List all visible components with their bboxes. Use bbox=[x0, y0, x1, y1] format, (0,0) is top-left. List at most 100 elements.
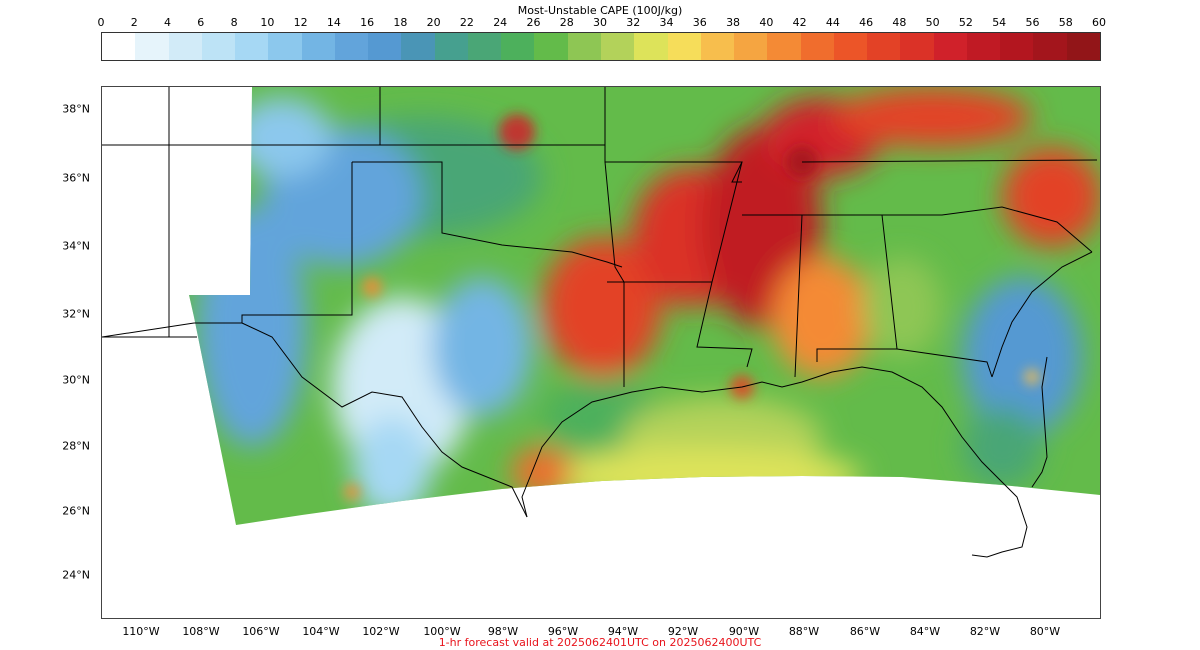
field-region-central-texas bbox=[432, 277, 532, 417]
field-region-colorado bbox=[232, 97, 332, 177]
lat-label: 34°N bbox=[62, 239, 90, 253]
political-boundaries bbox=[102, 87, 1098, 558]
forecast-caption: 1-hr forecast valid at 2025062401UTC on … bbox=[438, 636, 762, 649]
map-panel[interactable] bbox=[101, 86, 1101, 619]
lat-label: 38°N bbox=[62, 102, 90, 116]
field-cell-panhandle bbox=[362, 277, 382, 297]
border-ar-la bbox=[604, 87, 625, 387]
colorbar-tick-label: 52 bbox=[958, 16, 973, 29]
colorbar-tick-label: 22 bbox=[459, 16, 474, 29]
field-region-arklatex bbox=[542, 237, 662, 377]
cape-map bbox=[102, 87, 1100, 558]
colorbar-tick-label: 60 bbox=[1092, 16, 1106, 29]
colorbar-segment bbox=[767, 33, 801, 60]
colorbar-tick-label: 16 bbox=[360, 16, 375, 29]
field-region-virginia bbox=[832, 87, 1032, 147]
colorbar-tick-label: 14 bbox=[326, 16, 341, 29]
colorbar-segment bbox=[401, 33, 435, 60]
colorbar-segment bbox=[966, 33, 1001, 60]
field-region-atlantic bbox=[962, 277, 1082, 437]
colorbar-segment bbox=[501, 33, 535, 60]
colorbar bbox=[101, 32, 1101, 61]
field-region-carolinas bbox=[1002, 147, 1100, 247]
colorbar-segment bbox=[534, 33, 568, 60]
colorbar-tick-labels: 0 2 4 6 8 10 12 14 16 18 20 22 24 26 28 30 32 34 36 38 40 42 4… bbox=[0, 16, 1200, 30]
colorbar-tick-label: 30 bbox=[593, 16, 607, 29]
lon-label: 110°W bbox=[122, 625, 160, 638]
field-region-big-bend bbox=[352, 417, 432, 517]
lat-label: 26°N bbox=[62, 504, 90, 518]
border-nm-tx bbox=[194, 162, 353, 324]
colorbar-tick-label: 44 bbox=[825, 16, 840, 29]
colorbar-segment bbox=[667, 33, 701, 60]
gulf-coastline bbox=[521, 366, 1028, 558]
field-region-gulf bbox=[542, 447, 862, 507]
colorbar-tick-label: 34 bbox=[659, 16, 674, 29]
colorbar-tick-label: 6 bbox=[197, 16, 205, 29]
colorbar-segment bbox=[301, 33, 335, 60]
lon-label: 98°W bbox=[487, 625, 519, 638]
lon-label: 80°W bbox=[1029, 625, 1061, 638]
lat-label: 36°N bbox=[62, 171, 90, 185]
colorbar-tick-label: 18 bbox=[393, 16, 408, 29]
colorbar-tick-label: 36 bbox=[692, 16, 707, 29]
border-tn-ky bbox=[801, 159, 1098, 163]
cape-field bbox=[189, 87, 1100, 525]
colorbar-segment bbox=[600, 33, 635, 60]
colorbar-segment bbox=[900, 33, 934, 60]
colorbar-tick-label: 56 bbox=[1025, 16, 1040, 29]
field-region-new-mexico bbox=[197, 207, 307, 447]
lon-label: 106°W bbox=[242, 625, 280, 638]
lon-label: 90°W bbox=[728, 625, 760, 638]
border-ga-nc-sc bbox=[882, 206, 1093, 253]
field-cell-mexico bbox=[344, 484, 360, 500]
border-ga-fl bbox=[896, 348, 993, 378]
colorbar-tick-label: 42 bbox=[792, 16, 807, 29]
border-ms-river bbox=[696, 161, 753, 368]
colorbar-tick-label: 58 bbox=[1058, 16, 1073, 29]
field-region-texas-coast bbox=[512, 447, 572, 497]
lon-label: 100°W bbox=[423, 625, 461, 638]
colorbar-tick-label: 2 bbox=[130, 16, 138, 29]
colorbar-segment bbox=[102, 33, 136, 60]
field-region-arizona-empty bbox=[189, 137, 202, 237]
colorbar-segment bbox=[201, 33, 236, 60]
lon-label: 94°W bbox=[607, 625, 639, 638]
colorbar-segment bbox=[135, 33, 169, 60]
colorbar-tick-label: 8 bbox=[230, 16, 238, 29]
lon-label: 86°W bbox=[849, 625, 881, 638]
colorbar-segment bbox=[700, 33, 735, 60]
lat-label: 28°N bbox=[62, 439, 90, 453]
colorbar-segment bbox=[867, 33, 901, 60]
colorbar-segment bbox=[567, 33, 601, 60]
colorbar-segment bbox=[434, 33, 468, 60]
lon-label: 84°W bbox=[909, 625, 941, 638]
colorbar-segment bbox=[268, 33, 302, 60]
colorbar-segment bbox=[235, 33, 269, 60]
lon-label: 108°W bbox=[182, 625, 220, 638]
colorbar-segment bbox=[1066, 33, 1100, 60]
field-cell-kansas bbox=[499, 114, 535, 150]
colorbar-tick-label: 26 bbox=[526, 16, 541, 29]
field-cell-ga-coast bbox=[1024, 369, 1040, 385]
lat-label: 30°N bbox=[62, 373, 90, 387]
colorbar-tick-label: 38 bbox=[726, 16, 741, 29]
colorbar-tick-label: 10 bbox=[260, 16, 275, 29]
field-region-georgia bbox=[862, 257, 942, 357]
border-rio-grande bbox=[241, 322, 528, 518]
colorbar-tick-label: 50 bbox=[925, 16, 940, 29]
lon-label: 88°W bbox=[788, 625, 820, 638]
colorbar-tick-label: 20 bbox=[426, 16, 441, 29]
colorbar-tick-label: 46 bbox=[859, 16, 874, 29]
border-ok-tx bbox=[352, 161, 623, 268]
colorbar-tick-label: 54 bbox=[992, 16, 1007, 29]
colorbar-segment bbox=[634, 33, 668, 60]
lat-label: 24°N bbox=[62, 568, 90, 582]
colorbar-tick-label: 4 bbox=[164, 16, 172, 29]
colorbar-tick-label: 0 bbox=[97, 16, 105, 29]
lon-label: 82°W bbox=[969, 625, 1001, 638]
colorbar-tick-label: 32 bbox=[626, 16, 641, 29]
colorbar-segment bbox=[168, 33, 202, 60]
colorbar-segment bbox=[933, 33, 967, 60]
colorbar-segment bbox=[368, 33, 402, 60]
